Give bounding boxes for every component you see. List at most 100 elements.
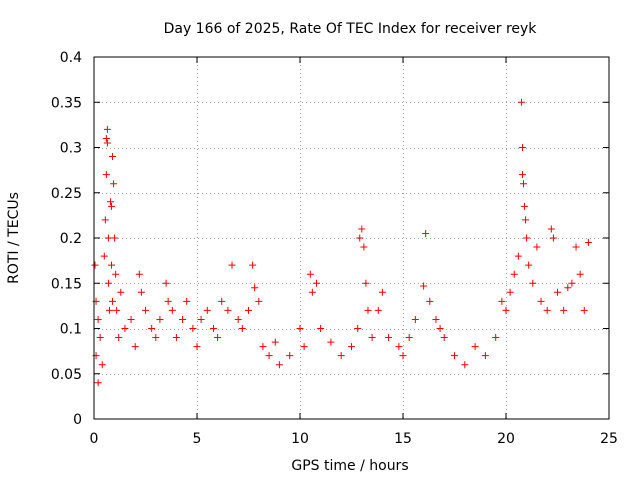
data-point [106,198,114,206]
data-point [121,325,129,332]
data-point [115,334,123,342]
data-point [358,225,366,233]
data-point [506,288,514,296]
data-point [471,343,479,351]
data-point [411,315,419,323]
y-tick-label: 0.4 [60,50,82,66]
data-point [218,297,226,305]
data-point [101,216,109,224]
axes: 0 5 10 15 20 25 0 0.05 0.1 0.15 0.2 0.25 0.3 0.35 0.4 [51,50,618,447]
data-point [308,288,316,296]
data-point [517,98,525,106]
data-point [164,297,172,305]
data-point [395,343,403,351]
data-point [197,315,205,323]
data-point [94,379,102,387]
data-point [523,234,531,242]
data-point [265,352,273,360]
data-point [234,315,242,323]
data-point [249,261,257,269]
data-point [168,306,176,314]
grid-lines [94,57,609,419]
x-axis-label: GPS time / hours [291,458,408,474]
data-point [162,279,170,287]
data-point [426,297,434,305]
data-point [214,334,222,342]
data-point [98,361,106,369]
data-points [91,98,592,387]
data-point [108,261,116,269]
data-point [255,297,263,305]
data-point [135,270,143,278]
data-point [108,202,116,210]
data-point [104,234,112,242]
data-point [96,334,104,342]
data-point [224,306,232,314]
data-point [520,180,528,188]
data-point [337,352,345,360]
data-point [156,315,164,323]
y-tick-label: 0.05 [51,367,82,383]
data-point [94,315,102,323]
data-point [296,325,304,332]
y-tick-label: 0.25 [51,186,82,202]
data-point [286,352,294,360]
data-point [179,315,187,323]
data-point [238,325,246,332]
data-point [91,261,99,269]
data-point [385,334,393,342]
data-point [251,284,259,292]
data-point [102,134,110,142]
x-tick-label: 5 [193,431,202,447]
data-point [112,270,120,278]
x-tick-label: 20 [497,431,515,447]
data-point [399,352,407,360]
data-point [568,279,576,287]
chart-title: Day 166 of 2025, Rate Of TEC Index for r… [164,21,538,37]
data-point [498,297,506,305]
data-point [461,361,469,369]
data-point [518,171,526,179]
x-tick-label: 10 [291,431,309,447]
data-point [203,306,211,314]
data-point [275,361,283,369]
data-point [502,306,510,314]
data-point [549,234,557,242]
data-point [422,229,430,237]
data-point [228,261,236,269]
data-point [362,279,370,287]
data-point [543,306,551,314]
data-point [189,325,197,332]
data-point [245,306,252,314]
data-point [580,306,588,314]
data-point [440,334,448,342]
data-point [564,284,572,292]
data-point [104,279,112,287]
data-point [113,306,121,314]
data-point [103,139,111,147]
data-point [547,225,555,233]
data-point [137,288,145,296]
data-point [360,243,368,251]
data-point [105,306,113,314]
data-point [510,270,518,278]
data-point [306,270,314,278]
data-point [142,306,149,314]
y-tick-label: 0.35 [51,95,82,111]
data-point [102,171,110,179]
data-point [537,297,545,305]
y-tick-label: 0.3 [60,141,82,157]
data-point [529,279,537,287]
data-point [348,343,355,351]
y-tick-label: 0.1 [60,322,82,338]
y-axis-label: ROTI / TECUs [6,192,22,284]
data-point [110,180,118,188]
data-point [554,288,561,296]
data-point [451,352,458,360]
data-point [131,343,139,351]
data-point [117,288,125,296]
data-point [492,334,500,342]
x-tick-label: 25 [600,431,618,447]
data-point [560,306,568,314]
